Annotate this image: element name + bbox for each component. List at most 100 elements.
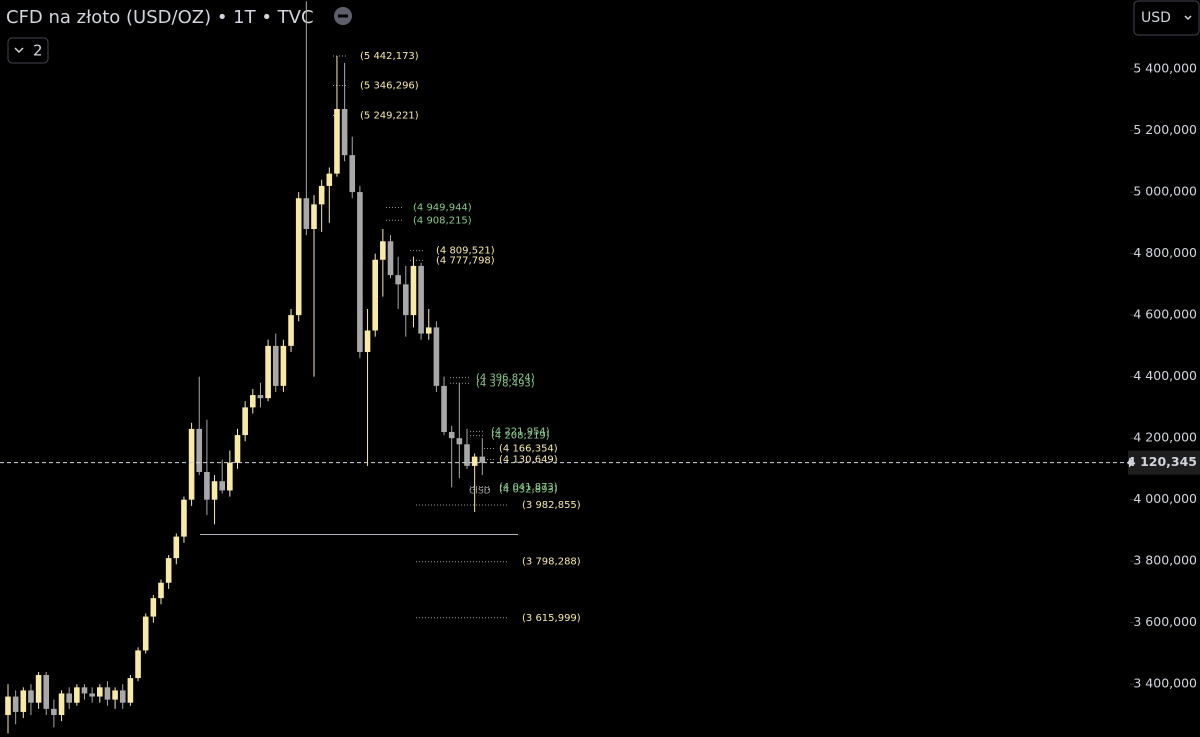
candle-body xyxy=(410,265,417,316)
level-label: (4 777,798) xyxy=(436,255,495,266)
candle-body xyxy=(181,499,187,537)
currency-label: USD xyxy=(1141,10,1171,26)
level-label: (5 346,296) xyxy=(360,81,419,92)
candle-body xyxy=(303,198,310,229)
candle-body xyxy=(288,315,294,346)
y-tick-label: 3 400,000 xyxy=(1133,676,1197,691)
symbol-title: CFD na złoto (USD/OZ) • 1T • TVC xyxy=(6,7,314,28)
y-tick-label: 4 400,000 xyxy=(1133,368,1197,383)
candle-body xyxy=(204,471,210,500)
candle-body xyxy=(58,693,65,716)
candle-body xyxy=(318,185,325,205)
candle-body xyxy=(119,690,126,703)
level-label: (4 908,215) xyxy=(413,215,472,226)
candle-body xyxy=(403,284,409,316)
cisd-label: CISD xyxy=(469,487,491,497)
candle-body xyxy=(35,675,42,703)
level-label: (4 378,493) xyxy=(476,378,535,389)
level-label: (5 442,173) xyxy=(360,51,419,62)
level-label: (5 249,221) xyxy=(360,110,419,121)
candle-body xyxy=(418,265,424,334)
candle-body xyxy=(135,650,141,679)
candle-body xyxy=(81,687,88,694)
level-label: (3 982,855) xyxy=(522,500,581,511)
candle-body xyxy=(441,385,447,433)
candle-body xyxy=(227,462,233,491)
candle-body xyxy=(471,456,478,466)
level-label: (4 949,944) xyxy=(413,202,472,213)
candle-body xyxy=(395,275,401,285)
candle-body xyxy=(349,155,356,193)
candle-body xyxy=(341,109,348,156)
last-price-label: 4 120,345 xyxy=(1127,454,1197,469)
candle-body xyxy=(425,327,432,334)
level-label: (4 032,893) xyxy=(499,485,558,496)
candle-body xyxy=(387,241,394,276)
candle-body xyxy=(448,432,455,439)
level-label: (3 615,999) xyxy=(522,613,581,624)
y-tick-label: 5 000,000 xyxy=(1133,184,1197,199)
candle-body xyxy=(364,330,371,353)
candle-body xyxy=(464,444,470,466)
candle-body xyxy=(456,438,463,445)
candle-body xyxy=(165,558,172,583)
y-tick-label: 4 800,000 xyxy=(1133,245,1197,260)
candle-body xyxy=(479,456,486,463)
candle-body xyxy=(188,428,195,500)
candle-body xyxy=(104,687,111,700)
candle-body xyxy=(295,198,302,316)
candle-body xyxy=(357,192,363,353)
candle-body xyxy=(43,675,50,709)
candle-body xyxy=(51,708,57,716)
currency-dropdown[interactable] xyxy=(1133,0,1200,36)
level-label: (4 130,649) xyxy=(499,454,558,465)
level-label: (4 041,873) xyxy=(499,482,558,493)
candle-body xyxy=(89,693,95,697)
candle-body xyxy=(334,109,340,174)
candle-body xyxy=(196,428,203,472)
candle-body xyxy=(97,687,103,697)
candle-body xyxy=(66,693,72,703)
indicators-count: 2 xyxy=(33,42,43,60)
candle-body xyxy=(242,407,248,436)
candle-body xyxy=(142,616,149,651)
candle-body xyxy=(12,696,19,712)
y-tick-label: 3 600,000 xyxy=(1133,614,1197,629)
collapse-icon xyxy=(338,14,348,18)
chevron-icon xyxy=(1184,15,1192,21)
candle-body xyxy=(326,173,333,186)
level-label: (4 221,954) xyxy=(491,426,550,437)
level-label: (4 208,219) xyxy=(491,431,550,442)
candle-body xyxy=(173,536,180,559)
candle-body xyxy=(265,345,271,399)
candle-body xyxy=(158,582,164,599)
candle-body xyxy=(234,435,241,463)
candle-body xyxy=(257,395,264,399)
y-tick-label: 4 200,000 xyxy=(1133,430,1197,445)
candle-body xyxy=(20,690,27,712)
candle-body xyxy=(219,481,225,491)
level-label: (4 396,824) xyxy=(476,373,535,384)
chevron-icon xyxy=(14,47,24,54)
candle-body xyxy=(5,696,11,716)
candle-body xyxy=(112,690,118,700)
indicators-toggle[interactable] xyxy=(7,37,49,64)
candle-body xyxy=(372,259,378,331)
price-marker xyxy=(1128,450,1200,475)
price-arrow xyxy=(1129,457,1134,468)
candle-body xyxy=(150,598,157,617)
level-label: (3 798,288) xyxy=(522,557,581,568)
candle-body xyxy=(272,345,279,386)
y-tick-label: 3 800,000 xyxy=(1133,553,1197,568)
candle-body xyxy=(380,241,386,260)
candle-body xyxy=(74,687,80,703)
y-tick-label: 5 400,000 xyxy=(1133,61,1197,76)
candle-body xyxy=(311,204,317,229)
y-tick-label: 5 200,000 xyxy=(1133,122,1197,137)
candle-body xyxy=(28,690,34,703)
candle-body xyxy=(250,395,256,408)
level-label: (4 809,521) xyxy=(436,246,495,257)
y-tick-label: 4 000,000 xyxy=(1133,491,1197,506)
